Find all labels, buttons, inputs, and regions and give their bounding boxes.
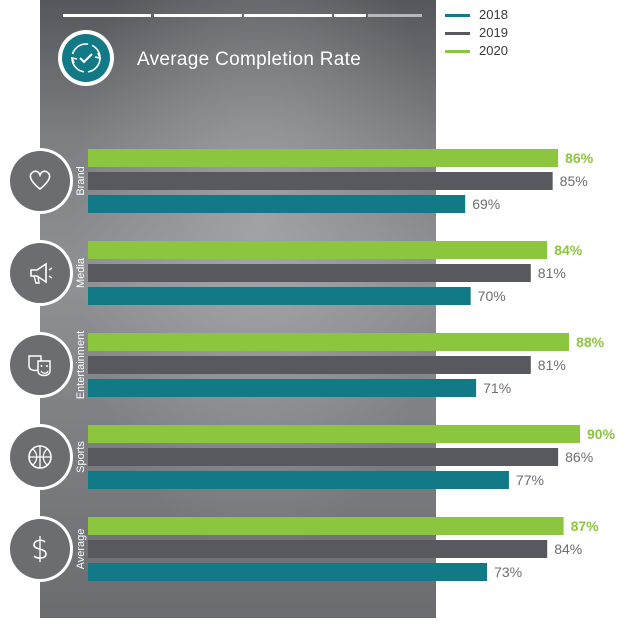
data-label: 73% [494, 564, 522, 580]
theater-masks-icon [7, 332, 73, 398]
header-rule [154, 14, 242, 17]
data-label: 85% [560, 173, 588, 189]
bar-2018 [88, 287, 471, 305]
category-label: Average [75, 529, 87, 570]
data-label: 81% [538, 265, 566, 281]
data-label: 69% [472, 196, 500, 212]
data-label: 88% [576, 334, 605, 350]
data-label: 81% [538, 357, 566, 373]
bar-2018 [88, 379, 477, 397]
bar-2020 [88, 333, 570, 351]
bar-2019 [88, 172, 553, 190]
data-label: 90% [587, 426, 616, 442]
heart-icon [7, 148, 73, 214]
header-rule [63, 14, 151, 17]
bar-2019 [88, 356, 531, 374]
data-label: 86% [565, 449, 593, 465]
bar-2019 [88, 264, 531, 282]
legend-swatch [445, 14, 470, 17]
data-label: 71% [483, 380, 511, 396]
chart-title: Average Completion Rate [137, 49, 362, 70]
refresh-check-icon [58, 30, 114, 86]
bar-2018 [88, 471, 509, 489]
data-label: 84% [554, 541, 582, 557]
bar-2018 [88, 195, 466, 213]
basketball-icon [7, 424, 73, 490]
category-label: Entertainment [75, 331, 87, 399]
background-glow [40, 0, 436, 618]
bar-2019 [88, 448, 559, 466]
category-label: Media [75, 257, 87, 288]
legend-swatch [445, 50, 470, 53]
header-rule [334, 14, 366, 17]
category-label: Brand [75, 166, 87, 195]
dollar-icon [7, 516, 73, 582]
legend-label: 2018 [479, 7, 508, 22]
data-label: 87% [571, 518, 600, 534]
bar-2020 [88, 149, 559, 167]
legend-label: 2020 [479, 43, 508, 58]
bar-2020 [88, 425, 580, 443]
background-panel [40, 0, 436, 618]
bar-2020 [88, 517, 564, 535]
data-label: 84% [554, 242, 583, 258]
data-label: 86% [565, 150, 594, 166]
legend-swatch [445, 32, 470, 35]
data-label: 70% [478, 288, 506, 304]
bar-2020 [88, 241, 548, 259]
data-label: 77% [516, 472, 544, 488]
header-rule [244, 14, 332, 17]
bar-2018 [88, 563, 488, 581]
megaphone-icon [7, 240, 73, 306]
category-label: Sports [75, 441, 87, 473]
header-rule [368, 14, 422, 17]
bar-2019 [88, 540, 548, 558]
legend-label: 2019 [479, 25, 508, 40]
